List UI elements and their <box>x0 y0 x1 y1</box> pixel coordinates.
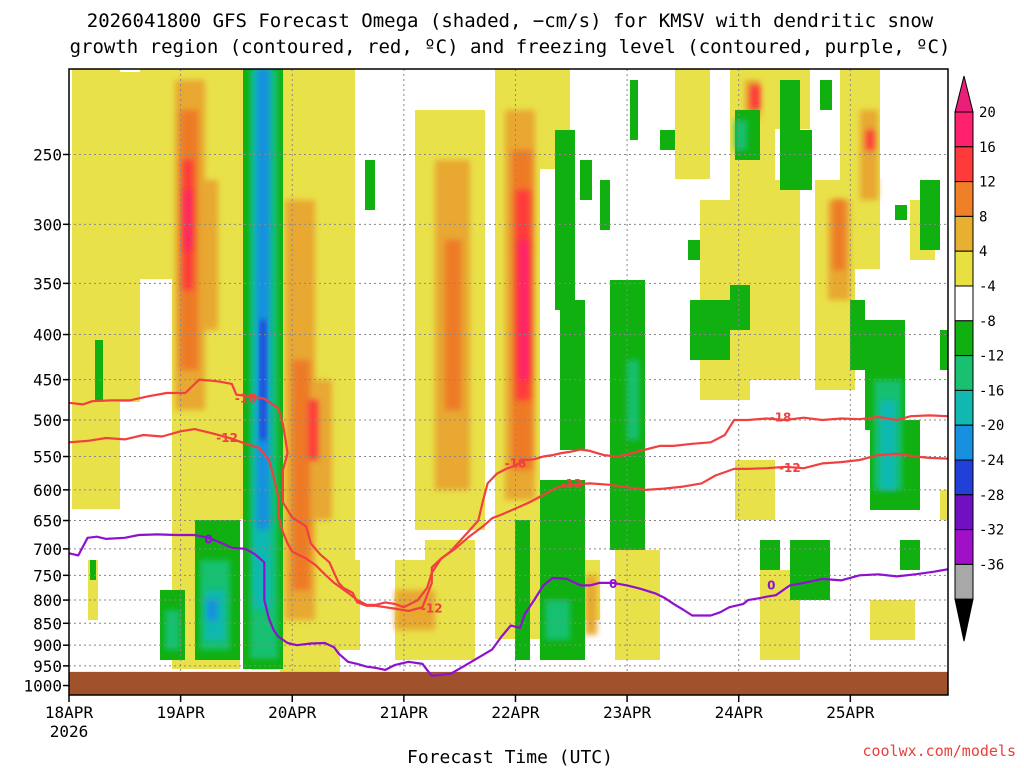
colorbar-label: -20 <box>979 418 1004 434</box>
x-tick-label: 21APR <box>380 703 429 722</box>
contour-label-minus12: -12 <box>779 461 801 475</box>
y-tick-label: 850 <box>33 614 62 633</box>
x-tick-label: 19APR <box>157 703 206 722</box>
colorbar-swatch <box>954 146 974 183</box>
y-tick-label: 250 <box>33 145 62 164</box>
colorbar-label: 16 <box>979 140 996 156</box>
y-tick-label: 500 <box>33 411 62 430</box>
colorbar-label: -12 <box>979 349 1004 365</box>
y-tick-label: 550 <box>33 448 62 467</box>
chart-title-line1: 2026041800 GFS Forecast Omega (shaded, −… <box>87 10 934 32</box>
colorbar-label: -36 <box>979 557 1004 573</box>
y-tick-label: 700 <box>33 540 62 559</box>
contour-line-minus12 <box>69 428 948 609</box>
omega-shading <box>72 69 948 689</box>
x-tick-label: 18APR <box>45 703 94 722</box>
x-tick-label: 22APR <box>491 703 540 722</box>
colorbar-label: 20 <box>979 105 996 121</box>
contour-label-minus18: -18 <box>235 392 257 406</box>
contour-line-zero <box>69 533 948 677</box>
colorbar-top-arrow <box>954 75 974 113</box>
ground-surface <box>69 671 948 695</box>
colorbar-swatch <box>954 529 974 565</box>
colorbar-swatch <box>954 285 974 322</box>
x-tick-label: 24APR <box>715 703 764 722</box>
colorbar-label: 8 <box>979 209 987 225</box>
contour-label-zero: 0 <box>767 578 775 592</box>
x-axis-label: Forecast Time (UTC) <box>407 747 613 768</box>
colorbar-swatch <box>954 111 974 148</box>
y-tick-label: 300 <box>33 215 62 234</box>
y-tick-label: 950 <box>33 657 62 676</box>
y-tick-label: 450 <box>33 371 62 390</box>
colorbar-swatch <box>954 494 974 531</box>
x-tick-year-label: 2026 <box>50 722 89 741</box>
colorbar-label: -32 <box>979 523 1004 539</box>
grid-lines <box>69 69 948 695</box>
x-tick-label: 25APR <box>826 703 875 722</box>
y-tick-label: 1000 <box>23 677 62 696</box>
colorbar-swatch <box>954 355 974 391</box>
colorbar-swatch <box>954 563 974 600</box>
y-axis: 250 300 350 400 450 500 550 600 650 700 750 800 850 9… <box>23 145 69 696</box>
credit-text: coolwx.com/models <box>862 742 1016 760</box>
colorbar-label: 4 <box>979 244 987 260</box>
colorbar-label: -4 <box>979 279 996 295</box>
colorbar-label: -16 <box>979 383 1004 399</box>
contour-label-minus12: -12 <box>216 431 238 445</box>
y-tick-label: 750 <box>33 566 62 585</box>
colorbar-swatch <box>954 320 974 357</box>
colorbar: 20 16 12 8 4 -4 -8 -12 -16 -20 -24 -28 -32 -36 <box>954 75 1004 642</box>
colorbar-label: -28 <box>979 488 1004 504</box>
colorbar-label: -8 <box>979 314 996 330</box>
contour-label-minus12: -12 <box>421 602 443 616</box>
y-tick-label: 900 <box>33 636 62 655</box>
contour-label-minus18: -18 <box>505 456 527 470</box>
contour-label-zero: 0 <box>204 532 212 546</box>
x-tick-label: 23APR <box>603 703 652 722</box>
y-tick-label: 600 <box>33 481 62 500</box>
y-tick-label: 400 <box>33 326 62 345</box>
colorbar-swatch <box>954 459 974 496</box>
colorbar-swatch <box>954 215 974 252</box>
x-tick-label: 20APR <box>268 703 317 722</box>
contour-label-zero: 0 <box>609 577 617 591</box>
chart-title-line2: growth region (contoured, red, ºC) and f… <box>70 36 951 58</box>
plot-border <box>68 68 949 696</box>
y-tick-label: 650 <box>33 512 62 531</box>
colorbar-swatch <box>954 389 974 426</box>
y-tick-label: 350 <box>33 274 62 293</box>
colorbar-bottom-arrow <box>954 598 974 642</box>
colorbar-label: 12 <box>979 175 996 191</box>
colorbar-label: -24 <box>979 453 1004 469</box>
colorbar-swatch <box>954 181 974 217</box>
colorbar-swatch <box>954 424 974 461</box>
y-tick-label: 800 <box>33 591 62 610</box>
contour-label-minus12: -12 <box>560 477 582 491</box>
colorbar-swatch <box>954 250 974 287</box>
contours: -18 -18 -18 -12 -12 -12 -12 0 0 0 <box>69 378 948 677</box>
contour-label-minus18: -18 <box>770 411 792 425</box>
